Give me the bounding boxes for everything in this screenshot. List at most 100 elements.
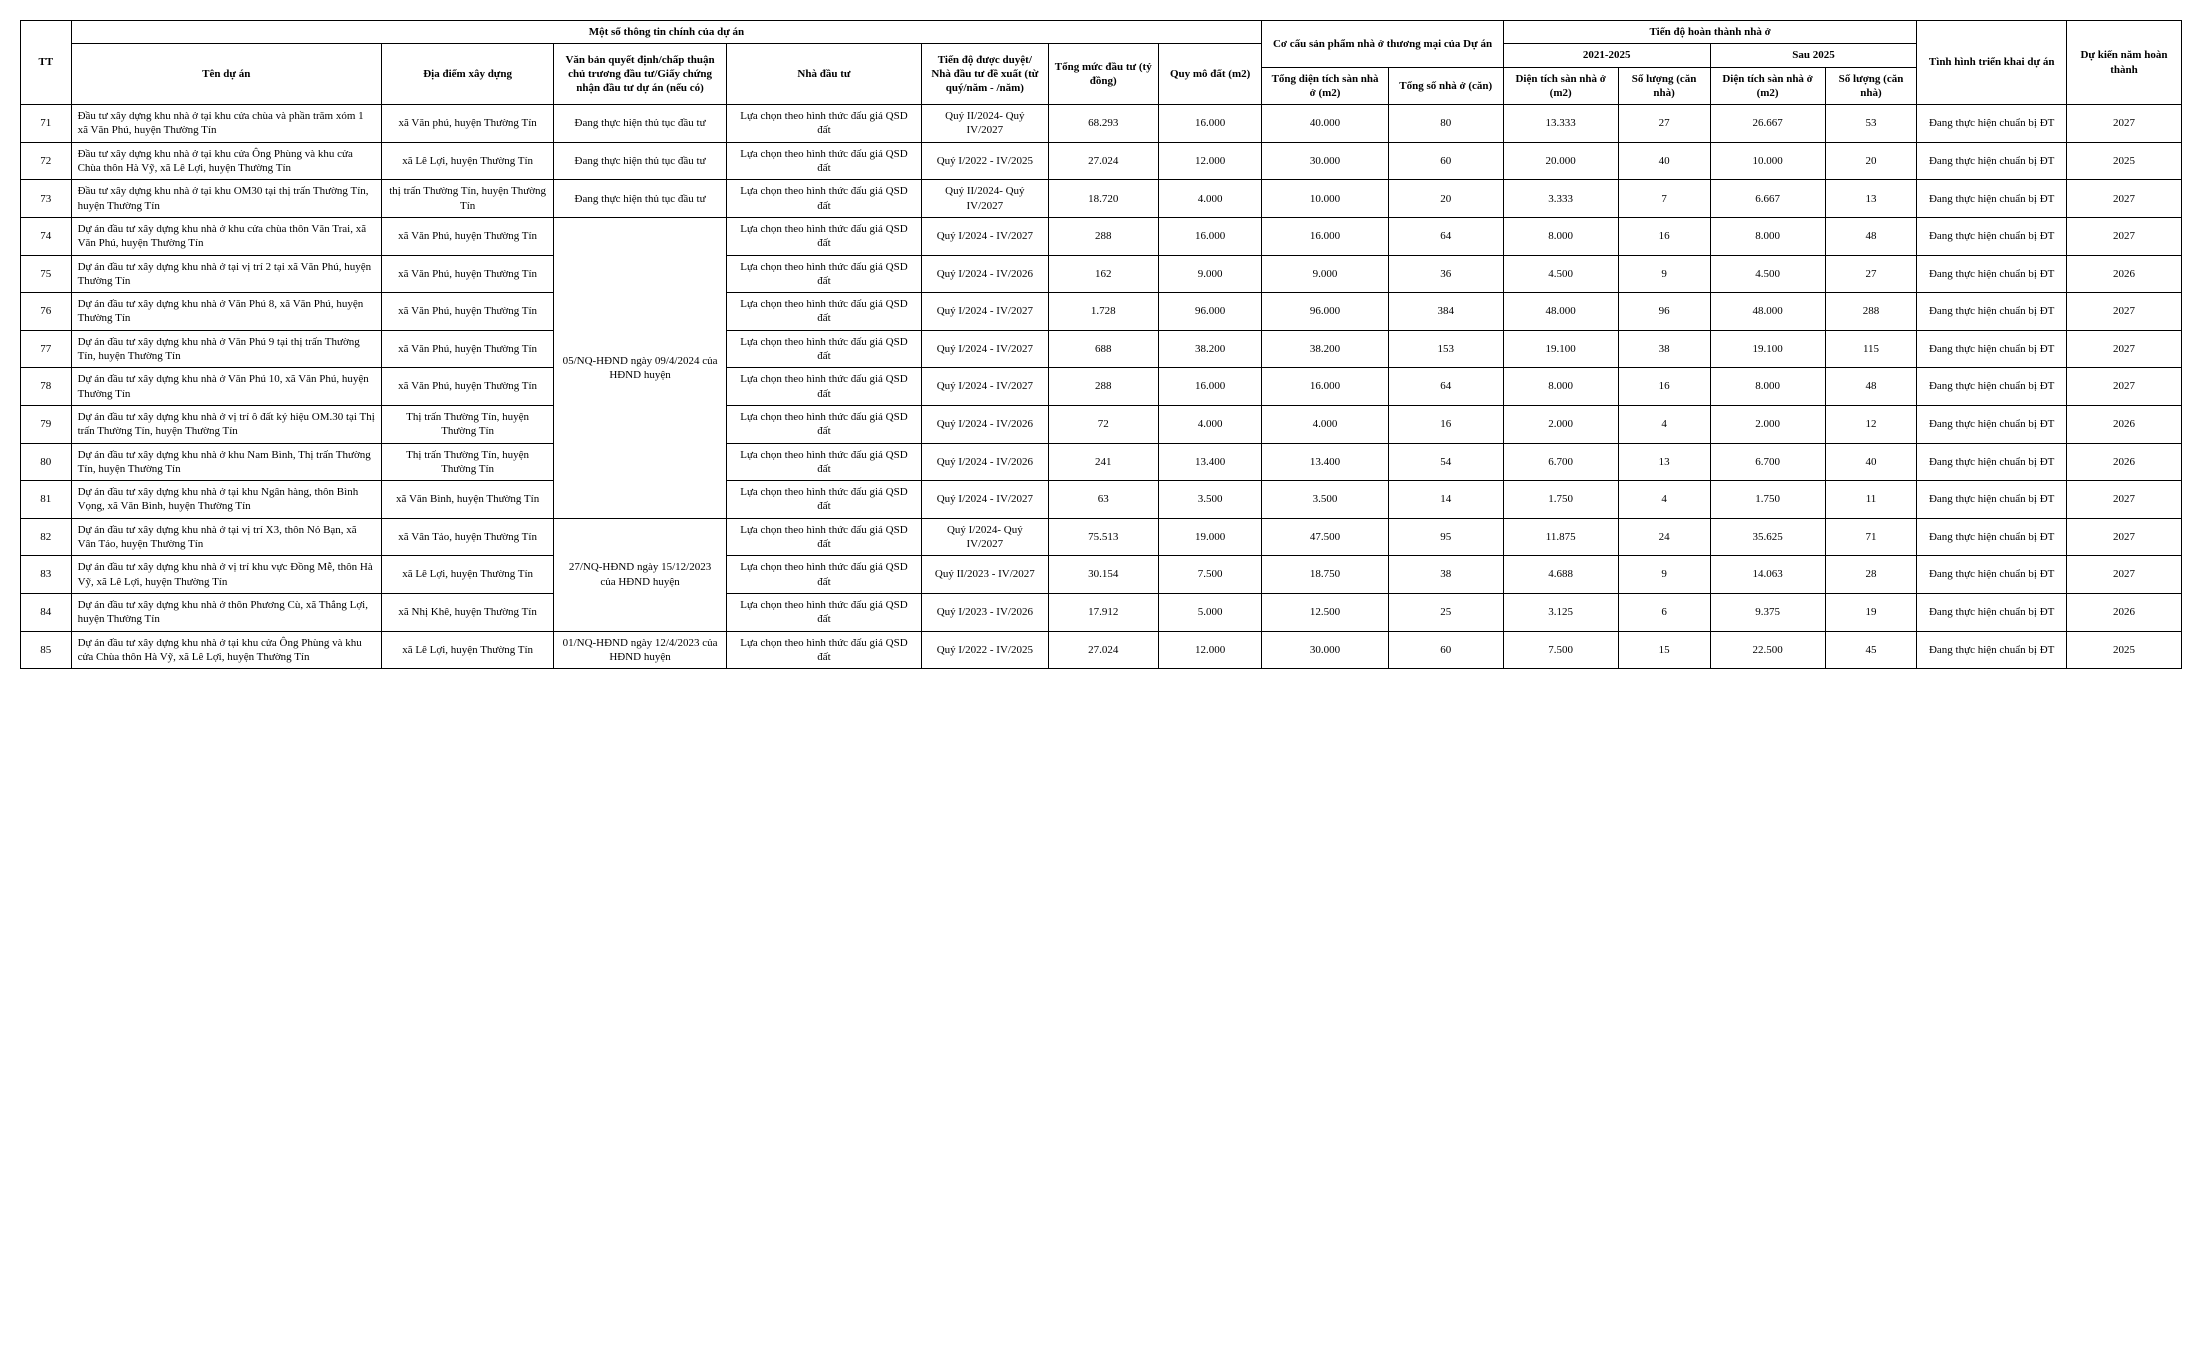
cell-qmd: 13.400: [1158, 443, 1261, 481]
table-row: 80Dự án đầu tư xây dựng khu nhà ở khu Na…: [21, 443, 2182, 481]
cell-sana: 3.500: [1262, 481, 1388, 519]
cell-tt: 81: [21, 481, 72, 519]
cell-ndt: Lựa chọn theo hình thức đấu giá QSD đất: [726, 481, 921, 519]
cell-ten: Dự án đầu tư xây dựng khu nhà ở khu cửa …: [71, 217, 381, 255]
cell-can: 54: [1388, 443, 1503, 481]
cell-ten: Dự án đầu tư xây dựng khu nhà ở khu Nam …: [71, 443, 381, 481]
cell-tinh: Đang thực hiện chuẩn bị ĐT: [1917, 180, 2066, 218]
col-tmdt: Tổng mức đầu tư (tỷ đồng): [1048, 44, 1158, 105]
cell-sl1: 40: [1618, 142, 1710, 180]
cell-tinh: Đang thực hiện chuẩn bị ĐT: [1917, 405, 2066, 443]
cell-ndt: Lựa chọn theo hình thức đấu giá QSD đất: [726, 180, 921, 218]
cell-td: Quý I/2024 - IV/2026: [922, 255, 1048, 293]
cell-sana: 96.000: [1262, 293, 1388, 331]
cell-sl1: 16: [1618, 217, 1710, 255]
col-qmd: Quy mô đất (m2): [1158, 44, 1261, 105]
cell-nam: 2027: [2066, 556, 2181, 594]
cell-dia: thị trấn Thường Tín, huyện Thường Tín: [381, 180, 553, 218]
cell-can: 384: [1388, 293, 1503, 331]
table-row: 79Dự án đầu tư xây dựng khu nhà ở vị trí…: [21, 405, 2182, 443]
cell-dia: xã Lê Lợi, huyện Thường Tín: [381, 631, 553, 669]
cell-ndt: Lựa chọn theo hình thức đấu giá QSD đất: [726, 405, 921, 443]
cell-ndt: Lựa chọn theo hình thức đấu giá QSD đất: [726, 142, 921, 180]
cell-sl1: 27: [1618, 105, 1710, 143]
cell-tinh: Đang thực hiện chuẩn bị ĐT: [1917, 142, 2066, 180]
cell-dia: xã Văn Phú, huyện Thường Tín: [381, 293, 553, 331]
cell-can: 80: [1388, 105, 1503, 143]
cell-qmd: 9.000: [1158, 255, 1261, 293]
col-dt2: Diện tích sàn nhà ở (m2): [1710, 67, 1825, 105]
table-header: TT Một số thông tin chính của dự án Cơ c…: [21, 21, 2182, 105]
cell-tinh: Đang thực hiện chuẩn bị ĐT: [1917, 217, 2066, 255]
cell-can: 64: [1388, 368, 1503, 406]
cell-tt: 79: [21, 405, 72, 443]
cell-tmdt: 17.912: [1048, 593, 1158, 631]
cell-sl1: 9: [1618, 556, 1710, 594]
cell-nam: 2027: [2066, 105, 2181, 143]
table-row: 71Đầu tư xây dựng khu nhà ở tại khu cửa …: [21, 105, 2182, 143]
cell-ndt: Lựa chọn theo hình thức đấu giá QSD đất: [726, 105, 921, 143]
table-row: 73Đầu tư xây dựng khu nhà ở tại khu OM30…: [21, 180, 2182, 218]
col-vb: Văn bản quyết định/chấp thuận chủ trương…: [554, 44, 726, 105]
cell-dia: xã Văn Phú, huyện Thường Tín: [381, 330, 553, 368]
cell-dt2: 9.375: [1710, 593, 1825, 631]
period-sau-2025: Sau 2025: [1710, 44, 1917, 67]
cell-tt: 74: [21, 217, 72, 255]
cell-sana: 10.000: [1262, 180, 1388, 218]
cell-dt2: 48.000: [1710, 293, 1825, 331]
cell-can: 38: [1388, 556, 1503, 594]
cell-dt2: 14.063: [1710, 556, 1825, 594]
cell-dt2: 8.000: [1710, 368, 1825, 406]
cell-sl1: 13: [1618, 443, 1710, 481]
cell-ndt: Lựa chọn theo hình thức đấu giá QSD đất: [726, 631, 921, 669]
table-row: 81Dự án đầu tư xây dựng khu nhà ở tại kh…: [21, 481, 2182, 519]
cell-qmd: 3.500: [1158, 481, 1261, 519]
cell-sana: 13.400: [1262, 443, 1388, 481]
cell-tinh: Đang thực hiện chuẩn bị ĐT: [1917, 330, 2066, 368]
cell-can: 36: [1388, 255, 1503, 293]
cell-td: Quý II/2024- Quý IV/2027: [922, 105, 1048, 143]
table-row: 75Dự án đầu tư xây dựng khu nhà ở tại vị…: [21, 255, 2182, 293]
cell-nam: 2025: [2066, 631, 2181, 669]
cell-sl2: 12: [1825, 405, 1917, 443]
cell-tinh: Đang thực hiện chuẩn bị ĐT: [1917, 556, 2066, 594]
cell-ten: Đầu tư xây dựng khu nhà ở tại khu cửa ch…: [71, 105, 381, 143]
col-can: Tổng số nhà ở (căn): [1388, 67, 1503, 105]
cell-qmd: 16.000: [1158, 368, 1261, 406]
cell-ndt: Lựa chọn theo hình thức đấu giá QSD đất: [726, 255, 921, 293]
table-row: 78Dự án đầu tư xây dựng khu nhà ở Văn Ph…: [21, 368, 2182, 406]
cell-qmd: 19.000: [1158, 518, 1261, 556]
cell-dt2: 19.100: [1710, 330, 1825, 368]
table-row: 83Dự án đầu tư xây dựng khu nhà ở vị trí…: [21, 556, 2182, 594]
cell-ten: Dự án đầu tư xây dựng khu nhà ở Văn Phú …: [71, 368, 381, 406]
table-row: 74Dự án đầu tư xây dựng khu nhà ở khu cử…: [21, 217, 2182, 255]
col-dia: Địa điểm xây dựng: [381, 44, 553, 105]
cell-tmdt: 688: [1048, 330, 1158, 368]
cell-nam: 2027: [2066, 518, 2181, 556]
cell-tinh: Đang thực hiện chuẩn bị ĐT: [1917, 518, 2066, 556]
cell-can: 153: [1388, 330, 1503, 368]
cell-sl2: 48: [1825, 368, 1917, 406]
cell-sl1: 7: [1618, 180, 1710, 218]
cell-nam: 2026: [2066, 443, 2181, 481]
cell-sl2: 19: [1825, 593, 1917, 631]
cell-sl2: 40: [1825, 443, 1917, 481]
cell-tinh: Đang thực hiện chuẩn bị ĐT: [1917, 368, 2066, 406]
cell-ten: Dự án đầu tư xây dựng khu nhà ở tại vị t…: [71, 255, 381, 293]
cell-ten: Dự án đầu tư xây dựng khu nhà ở tại vị t…: [71, 518, 381, 556]
cell-dt1: 1.750: [1503, 481, 1618, 519]
col-nam: Dự kiến năm hoàn thành: [2066, 21, 2181, 105]
cell-tt: 72: [21, 142, 72, 180]
cell-tinh: Đang thực hiện chuẩn bị ĐT: [1917, 631, 2066, 669]
cell-sana: 30.000: [1262, 142, 1388, 180]
cell-dia: xã Lê Lợi, huyện Thường Tín: [381, 556, 553, 594]
cell-vb: Đang thực hiện thủ tục đầu tư: [554, 105, 726, 143]
cell-tt: 76: [21, 293, 72, 331]
table-body: 71 Đầu tư xây dựng khu nhà ở tại khu cửa …: [21, 105, 2182, 669]
cell-vb: Đang thực hiện thủ tục đầu tư: [554, 180, 726, 218]
cell-sl2: 48: [1825, 217, 1917, 255]
cell-ten: Dự án đầu tư xây dựng khu nhà ở thôn Phư…: [71, 593, 381, 631]
cell-sl2: 71: [1825, 518, 1917, 556]
cell-td: Quý I/2024 - IV/2027: [922, 217, 1048, 255]
cell-tt: 75: [21, 255, 72, 293]
